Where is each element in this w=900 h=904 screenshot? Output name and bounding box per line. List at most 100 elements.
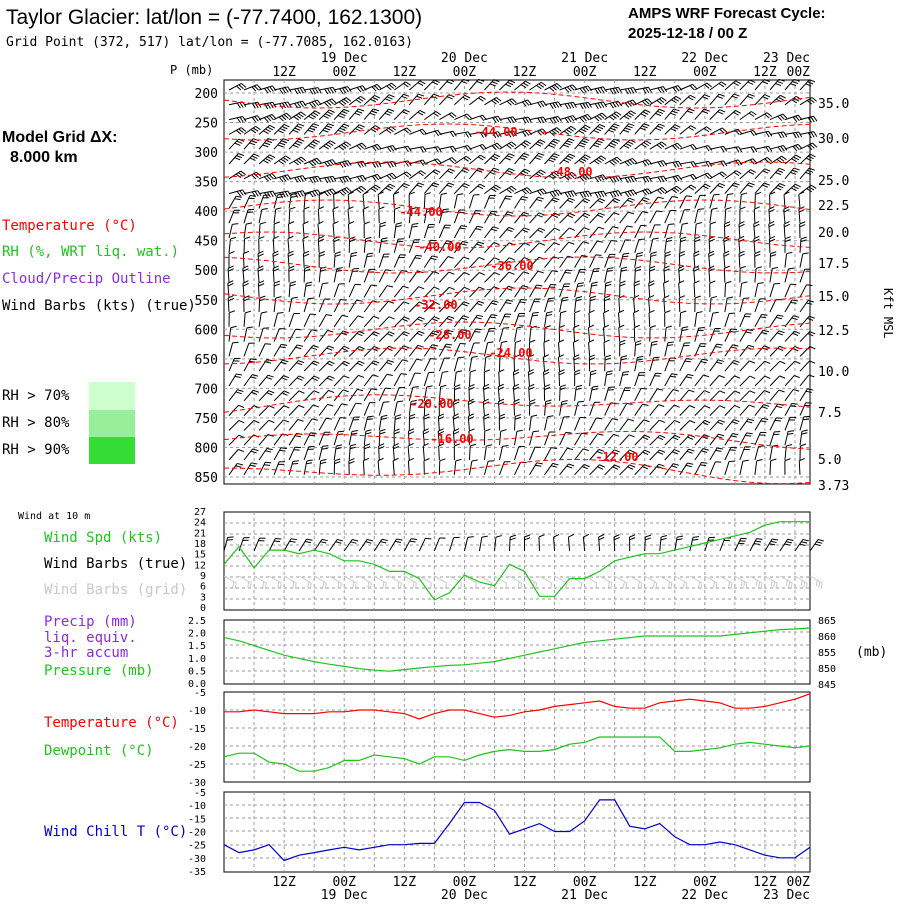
top-date-label: 19 Dec bbox=[321, 51, 368, 66]
wind-barb-feather bbox=[788, 268, 794, 269]
wind-barb-shaft bbox=[544, 342, 545, 356]
wind-barb-feather bbox=[810, 332, 816, 334]
rh80-label: RH > 80% bbox=[2, 415, 70, 431]
temperature-contour-label: -32.00 bbox=[414, 298, 457, 312]
temp-tick: -5 bbox=[194, 688, 206, 699]
wind-barb-feather bbox=[686, 196, 692, 197]
wind-barb-feather bbox=[811, 132, 814, 137]
wind-barb-shaft bbox=[635, 268, 636, 282]
wind-barb-feather bbox=[731, 329, 737, 330]
kft-axis-label: Kft MSL bbox=[881, 288, 895, 339]
wind-barb-shaft bbox=[289, 209, 290, 223]
pressure-tick: 500 bbox=[195, 264, 218, 279]
kft-tick: 7.5 bbox=[818, 406, 841, 421]
wind-barb-feather bbox=[228, 537, 234, 538]
wind-barb-feather bbox=[458, 357, 464, 358]
top-hour-label: 00Z bbox=[693, 65, 717, 80]
wind-barb-feather bbox=[277, 194, 283, 195]
wind-barb-shaft bbox=[288, 224, 289, 238]
temperature-contour-label: -36.00 bbox=[490, 259, 533, 273]
precip-legend: Precip (mm) bbox=[44, 614, 137, 630]
wind-barb-feather bbox=[812, 98, 817, 102]
wind-tick: 24 bbox=[194, 518, 206, 529]
wind-barb-feather bbox=[443, 209, 449, 210]
wind-barb-feather bbox=[810, 346, 815, 348]
wind-barb-shaft bbox=[725, 283, 726, 297]
temperature-contour-label: -28.00 bbox=[428, 328, 471, 342]
bottom-hour-label: 12Z bbox=[633, 875, 657, 890]
wind-barb-shaft bbox=[810, 540, 818, 551]
wind-barb-feather bbox=[699, 328, 705, 329]
accum-legend: 3-hr accum bbox=[44, 645, 128, 661]
wind-barb-shaft bbox=[424, 416, 425, 430]
top-hour-label: 12Z bbox=[393, 65, 417, 80]
wind-barb-shaft bbox=[509, 537, 510, 551]
pressure-tick: 650 bbox=[195, 353, 218, 368]
wind-barb-feather bbox=[776, 418, 782, 419]
station-title: Taylor Glacier: lat/lon = (-77.7400, 162… bbox=[6, 6, 422, 29]
wind-chill-legend: Wind Chill T (°C) bbox=[44, 824, 187, 840]
kft-tick: 10.0 bbox=[818, 365, 849, 380]
wind-tick: 27 bbox=[194, 507, 206, 518]
temperature-contour-label: -20.00 bbox=[410, 397, 453, 411]
pressure-tick: 855 bbox=[818, 648, 836, 659]
wind-barbs-grid-legend: Wind Barbs (grid) bbox=[44, 582, 187, 598]
wind-barb-feather bbox=[814, 116, 817, 121]
rh90-label: RH > 90% bbox=[2, 442, 70, 458]
pressure-tick: 750 bbox=[195, 412, 218, 427]
wind-barb-feather bbox=[810, 144, 814, 148]
bottom-date-label: 22 Dec bbox=[681, 888, 728, 900]
temperature-contour-label: -44.00 bbox=[474, 125, 517, 139]
wind-barb-feather bbox=[714, 194, 720, 195]
temp-tick: -20 bbox=[188, 742, 206, 753]
wind-barb-feather bbox=[503, 328, 509, 329]
wind-barb-feather bbox=[293, 461, 299, 462]
wind-tick: 21 bbox=[194, 528, 206, 539]
pressure-tick: 200 bbox=[195, 87, 218, 102]
wind-panel bbox=[224, 512, 810, 610]
kft-tick: 35.0 bbox=[818, 97, 849, 112]
wind-barb-feather bbox=[819, 582, 820, 588]
wind-barb-feather bbox=[488, 461, 494, 462]
legend-temperature: Temperature (°C) bbox=[2, 218, 137, 234]
temp-tick: -10 bbox=[188, 706, 206, 717]
wind-barb-feather bbox=[274, 541, 280, 542]
wind-barbs-true-legend: Wind Barbs (true) bbox=[44, 556, 187, 572]
wind-barb-shaft bbox=[589, 313, 590, 327]
wind-barb-feather bbox=[811, 185, 816, 188]
wind-barb-feather bbox=[578, 401, 584, 402]
dewpoint-legend: Dewpoint (°C) bbox=[44, 743, 154, 759]
wind-tick: 3 bbox=[200, 592, 206, 603]
kft-tick: 22.5 bbox=[818, 199, 849, 214]
wind-barb-feather bbox=[577, 286, 583, 287]
wind-barb-feather bbox=[309, 435, 315, 436]
bottom-date-label: 19 Dec bbox=[321, 888, 368, 900]
wind-barb-feather bbox=[641, 388, 647, 389]
legend-rh: RH (%, WRT liq. wat.) bbox=[2, 244, 179, 260]
wind-barb-feather bbox=[430, 359, 436, 360]
precip-tick: 1.0 bbox=[188, 654, 206, 665]
kft-tick: 15.0 bbox=[818, 290, 849, 305]
precip-tick: 0.5 bbox=[188, 666, 206, 677]
wind-barb-feather bbox=[775, 420, 781, 421]
wind-barb-feather bbox=[413, 387, 419, 388]
wind-barb-feather bbox=[521, 300, 527, 301]
kft-tick: 20.0 bbox=[818, 226, 849, 241]
wind-barb-feather bbox=[815, 544, 821, 545]
kft-tick: 3.73 bbox=[818, 479, 849, 494]
wind-barb-shaft bbox=[259, 298, 260, 312]
top-date-label: 21 Dec bbox=[561, 51, 608, 66]
wind-barb-feather bbox=[685, 361, 691, 362]
wind-barb-feather bbox=[398, 239, 404, 240]
wind-barb-feather bbox=[520, 302, 526, 303]
legend-wind-barbs: Wind Barbs (kts) (true) bbox=[2, 298, 196, 314]
wind-barb-shaft bbox=[724, 268, 725, 282]
pressure-axis-label: P (mb) bbox=[170, 63, 213, 77]
temperature-contour-label: -44.00 bbox=[399, 205, 442, 219]
wind-barb-feather bbox=[233, 342, 239, 343]
pressure-tick-labels: 2002503003504004505005506006507007508008… bbox=[195, 87, 218, 486]
top-date-label: 22 Dec bbox=[681, 51, 728, 66]
top-date-label: 23 Dec bbox=[763, 51, 810, 66]
